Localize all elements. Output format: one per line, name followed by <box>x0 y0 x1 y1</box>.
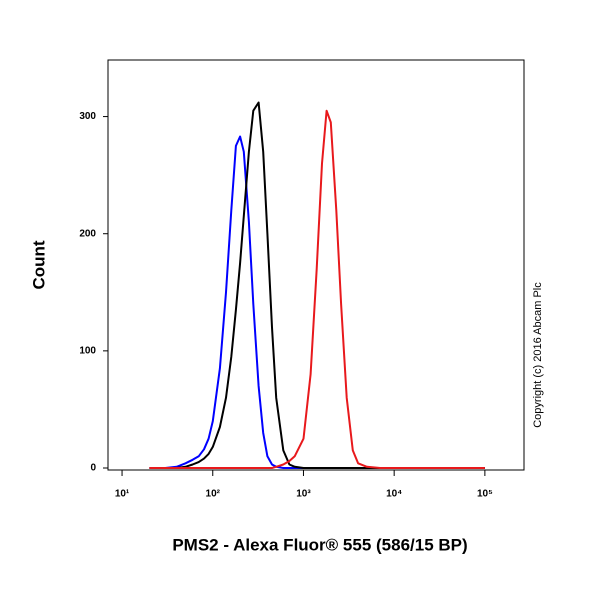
x-tick-label: 10¹ <box>115 489 130 500</box>
plot-frame <box>107 59 525 471</box>
x-tick-label: 10³ <box>296 489 311 500</box>
histogram-line <box>149 101 485 469</box>
x-tick-label: 10⁴ <box>386 489 402 500</box>
y-tick-label: 0 <box>90 463 96 474</box>
y-tick-label: 100 <box>79 345 96 356</box>
histogram-line <box>149 109 485 469</box>
copyright: Copyright (c) 2016 Abcam Plc <box>532 282 544 428</box>
x-axis-title: PMS2 - Alexa Fluor® 555 (586/15 BP) <box>172 535 467 554</box>
x-tick-label: 10² <box>206 489 221 500</box>
y-tick-label: 200 <box>79 228 96 239</box>
y-axis-title: Count <box>29 240 48 289</box>
x-tick-label: 10⁵ <box>477 489 493 500</box>
histogram-line <box>149 135 485 469</box>
y-tick-label: 300 <box>79 111 96 122</box>
